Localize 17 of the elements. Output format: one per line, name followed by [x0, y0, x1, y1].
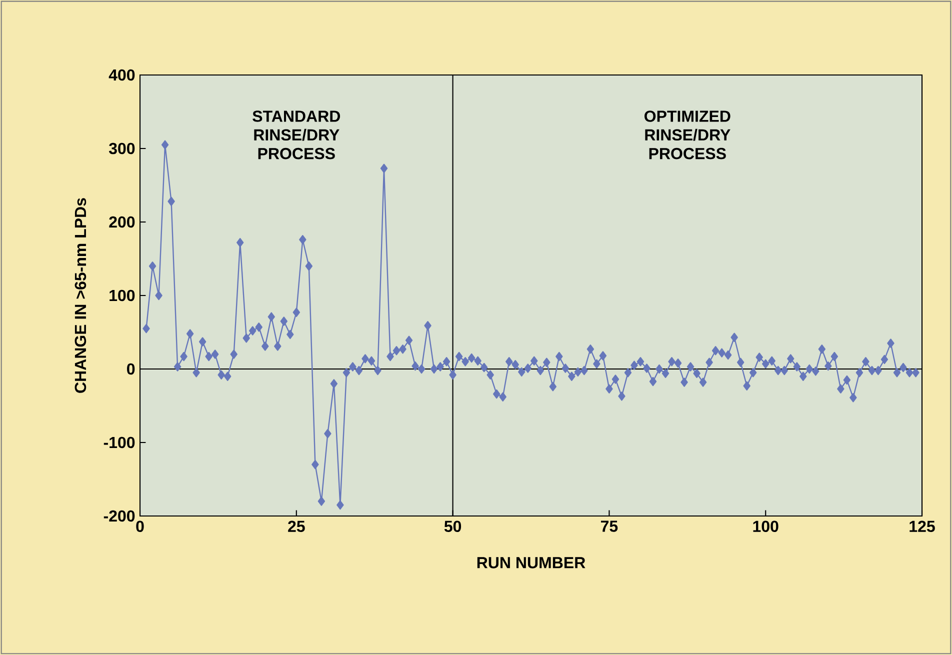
y-tick-label: 0 — [127, 363, 135, 375]
x-tick-label: 125 — [910, 520, 935, 532]
y-tick-label: 300 — [108, 142, 135, 154]
x-tick-label: 100 — [753, 520, 778, 532]
x-axis-title: RUN NUMBER — [477, 557, 586, 568]
x-tick-label: 50 — [444, 520, 462, 532]
y-tick-label: -200 — [104, 510, 135, 522]
annotation: OPTIMIZED RINSE/DRY PROCESS — [644, 110, 730, 160]
x-tick-label: 25 — [288, 520, 305, 532]
annotation: STANDARD RINSE/DRY PROCESS — [252, 110, 340, 160]
y-tick-label: 200 — [109, 216, 135, 228]
y-tick-label: -100 — [104, 436, 135, 448]
x-tick-label: 0 — [136, 520, 144, 532]
y-tick-label: 100 — [110, 290, 135, 302]
x-tick-label: 75 — [601, 520, 618, 532]
y-axis-title: CHANGE IN >65-nm LPDs — [74, 198, 86, 393]
y-tick-label: 400 — [108, 69, 135, 81]
